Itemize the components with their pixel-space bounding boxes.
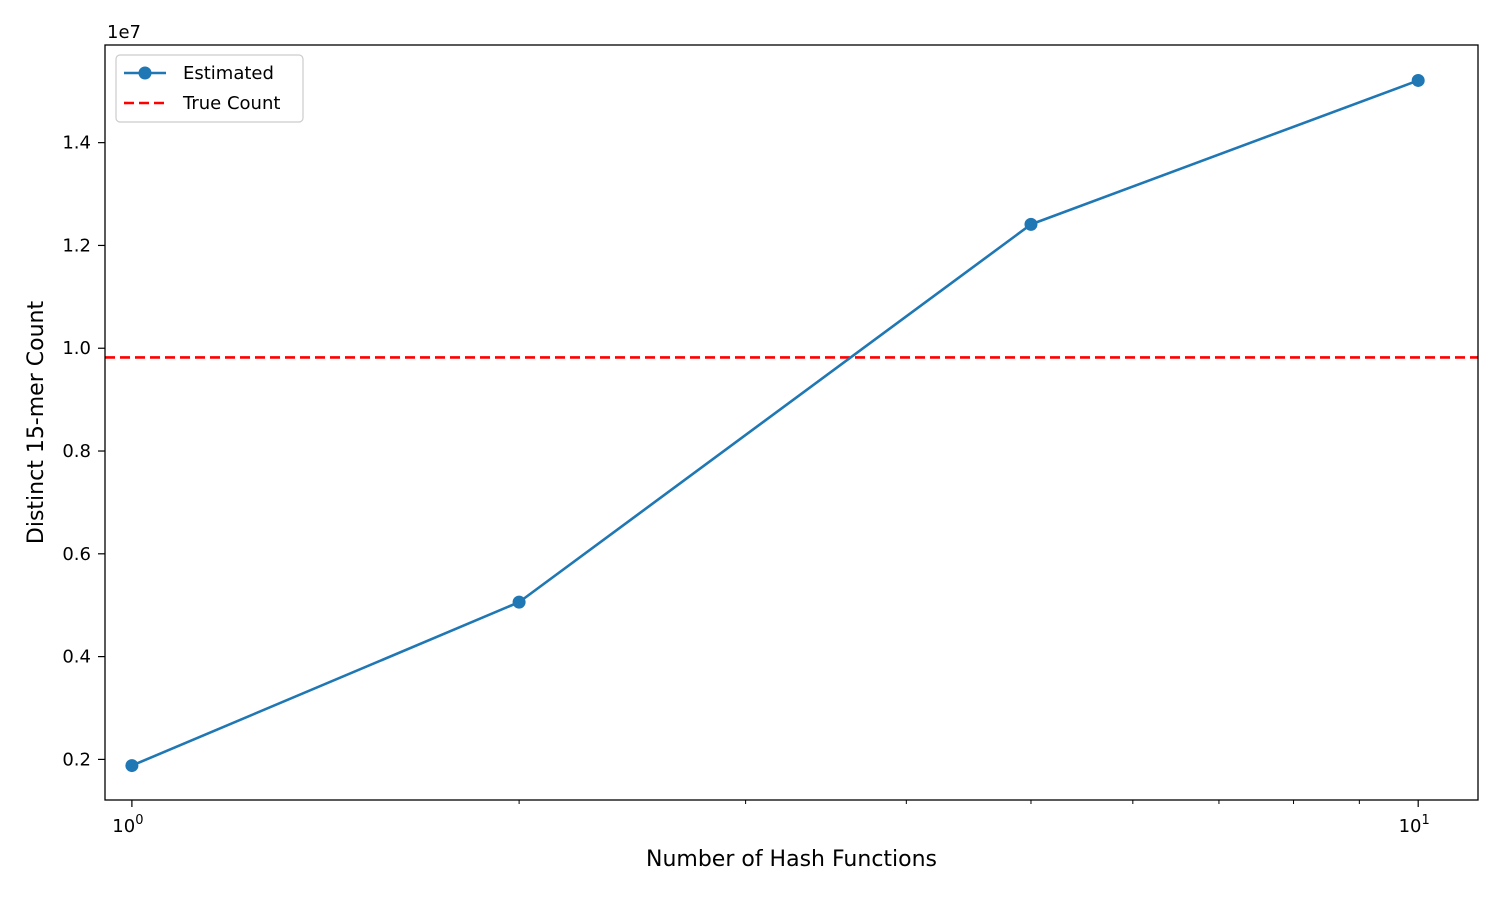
y-tick-label: 0.6 bbox=[62, 544, 91, 565]
legend-marker-estimated bbox=[138, 66, 152, 80]
x-axis-title: Number of Hash Functions bbox=[646, 847, 937, 872]
y-axis-title: Distinct 15-mer Count bbox=[24, 301, 49, 545]
y-axis: 0.2 0.4 0.6 0.8 1.0 1.2 1.4 bbox=[62, 133, 105, 770]
series-line-estimated bbox=[131, 79, 1419, 767]
data-markers bbox=[125, 73, 1425, 773]
x-axis: 100 101 bbox=[112, 800, 1430, 837]
y-tick-label: 1.2 bbox=[62, 235, 91, 256]
series-lines bbox=[131, 79, 1419, 767]
data-point-estimated-2 bbox=[1024, 217, 1038, 231]
y-tick-label: 1.4 bbox=[62, 133, 91, 154]
plot-area bbox=[105, 45, 1478, 800]
y-offset-label: 1e7 bbox=[107, 22, 141, 43]
y-tick-label: 0.2 bbox=[62, 749, 91, 770]
x-tick-label: 100 bbox=[112, 813, 143, 837]
y-tick-label: 0.8 bbox=[62, 441, 91, 462]
x-tick-label: 101 bbox=[1399, 813, 1430, 837]
y-tick-label: 0.4 bbox=[62, 647, 91, 668]
y-tick-label: 1.0 bbox=[62, 338, 91, 359]
legend: Estimated True Count bbox=[115, 54, 304, 123]
legend-label: Estimated bbox=[183, 63, 274, 84]
data-point-estimated-3 bbox=[1411, 73, 1425, 87]
data-point-estimated-1 bbox=[512, 595, 526, 609]
data-point-estimated-0 bbox=[125, 759, 139, 773]
legend-label: True Count bbox=[182, 93, 280, 114]
plot-frame bbox=[104, 44, 1479, 801]
